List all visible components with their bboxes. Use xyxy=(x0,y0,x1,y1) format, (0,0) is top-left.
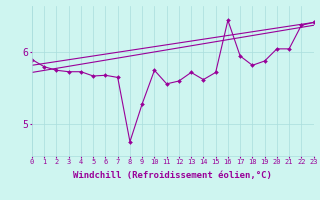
X-axis label: Windchill (Refroidissement éolien,°C): Windchill (Refroidissement éolien,°C) xyxy=(73,171,272,180)
